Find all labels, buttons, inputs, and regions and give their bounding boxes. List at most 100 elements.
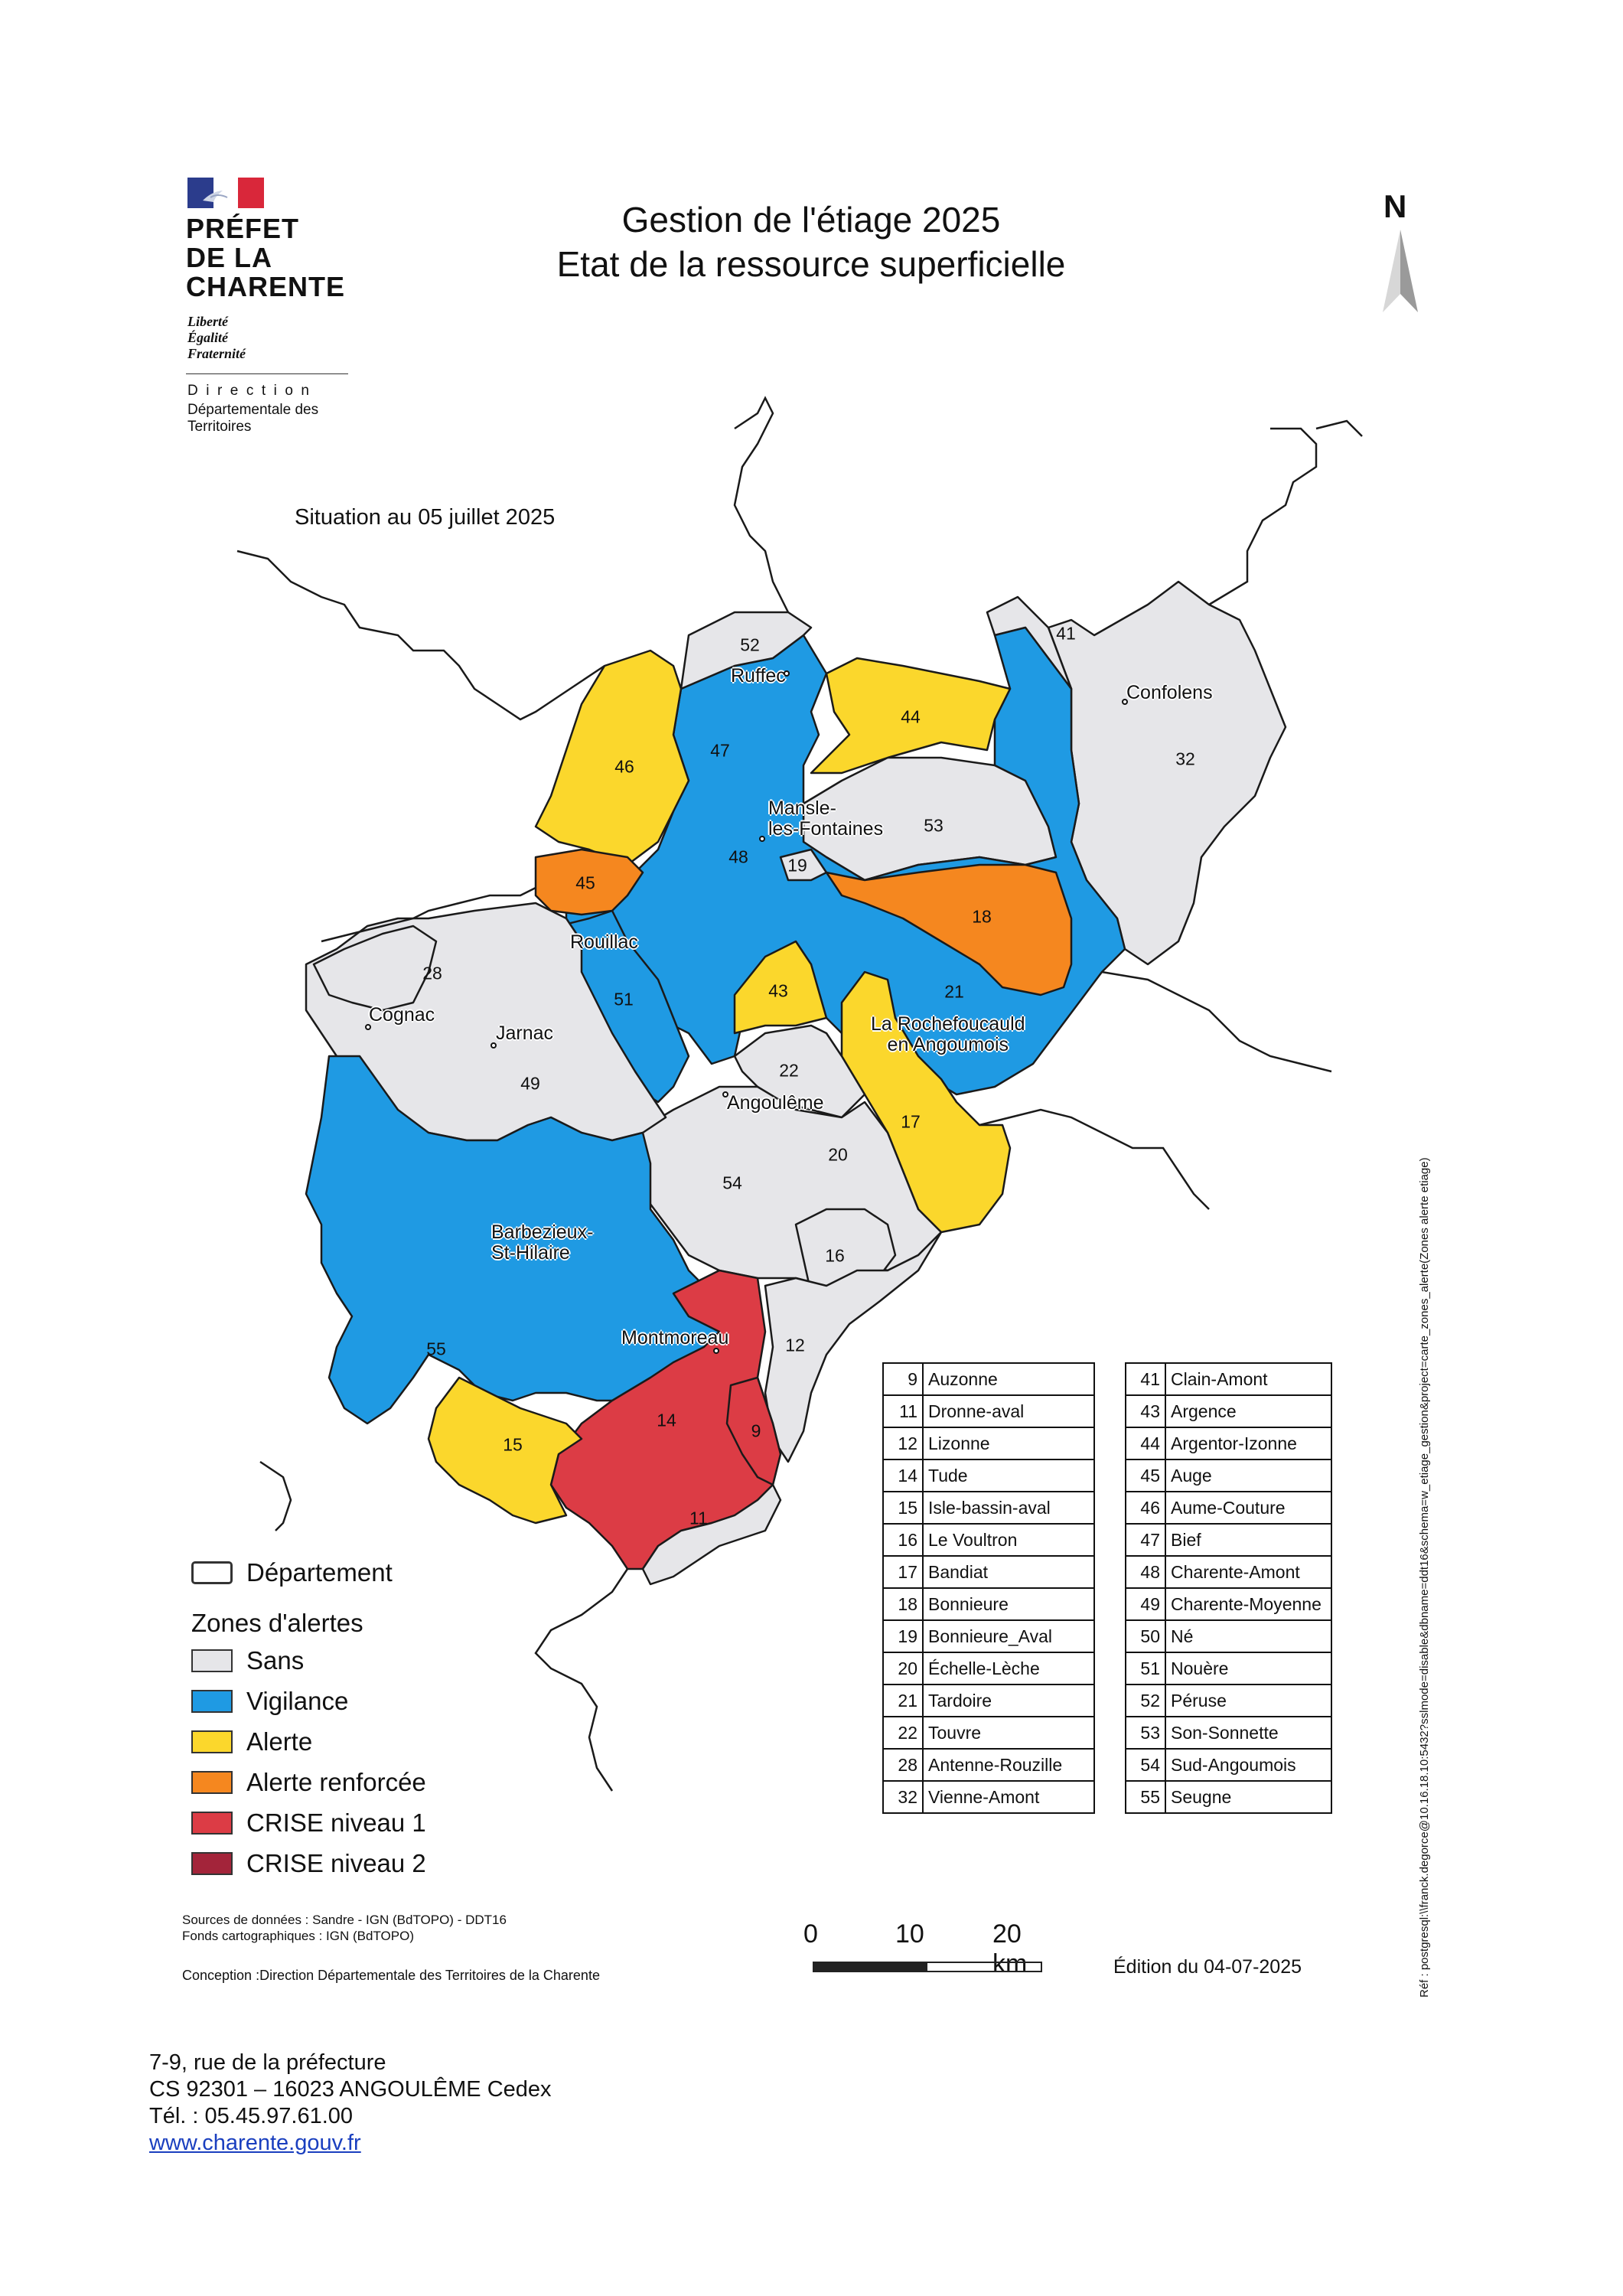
zone-row-number: 16	[882, 1523, 924, 1557]
zone-row-number: 53	[1125, 1716, 1166, 1750]
zone-row-number: 19	[882, 1619, 924, 1653]
zone-number: 11	[689, 1508, 708, 1528]
zone-number: 46	[614, 756, 634, 777]
zone-44	[810, 657, 1012, 775]
prefet-name: PRÉFET DE LA CHARENTE	[186, 213, 346, 302]
zone-number: 54	[722, 1172, 742, 1193]
scale-label: 20 km	[992, 1919, 1028, 1978]
zone-row-number: 44	[1125, 1427, 1166, 1460]
sources: Sources de données : Sandre - IGN (BdTOP…	[182, 1912, 507, 1944]
city-marker	[722, 1091, 728, 1097]
zone-row-name: Son-Sonnette	[1165, 1716, 1332, 1750]
legend-label: Sans	[246, 1646, 305, 1675]
zone-row-name: Le Voultron	[922, 1523, 1095, 1557]
zone-number: 51	[614, 989, 634, 1009]
zone-row-name: Bonnieure	[922, 1587, 1095, 1621]
legend-item: CRISE niveau 2	[191, 1848, 426, 1879]
conception: Conception :Direction Départementale des…	[182, 1968, 600, 1983]
zone-row: 49 Charente-Moyenne	[1125, 1587, 1332, 1621]
zone-number: 43	[768, 980, 788, 1001]
zone-row-number: 41	[1125, 1362, 1166, 1396]
zone-row-name: Argence	[1165, 1394, 1332, 1428]
zone-row: 48 Charente-Amont	[1125, 1555, 1332, 1589]
zone-row: 52 Péruse	[1125, 1684, 1332, 1717]
zone-number: 48	[728, 846, 748, 867]
zone-row-number: 52	[1125, 1684, 1166, 1717]
city-marker	[365, 1024, 371, 1030]
legend-label: Alerte	[246, 1727, 313, 1756]
city-label: Barbezieux- St-Hilaire	[491, 1221, 594, 1264]
direction-subtitle: Départementale des Territoires	[187, 402, 319, 435]
zone-28	[312, 925, 438, 1012]
zone-row: 21 Tardoire	[882, 1684, 1095, 1717]
zone-row: 19 Bonnieure_Aval	[882, 1619, 1095, 1653]
zone-number: 44	[901, 706, 921, 727]
city-label: Ruffec	[731, 665, 786, 687]
website-link[interactable]: www.charente.gouv.fr	[149, 2131, 361, 2155]
zone-row: 11 Dronne-aval	[882, 1394, 1095, 1428]
zone-row-number: 22	[882, 1716, 924, 1750]
zone-row-name: Sud-Angoumois	[1165, 1748, 1332, 1782]
zone-row-number: 18	[882, 1587, 924, 1621]
zone-row: 47 Bief	[1125, 1523, 1332, 1557]
address-line: CS 92301 – 16023 ANGOULÊME Cedex	[149, 2077, 552, 2102]
scale-labels: 0 10 20 km	[803, 1919, 1056, 1978]
zone-number: 49	[520, 1073, 540, 1094]
zone-row-number: 51	[1125, 1652, 1166, 1685]
zone-row-number: 9	[882, 1362, 924, 1396]
zone-row-name: Isle-bassin-aval	[922, 1491, 1095, 1525]
legend-swatch	[191, 1812, 233, 1835]
zone-number: 45	[575, 872, 595, 893]
legend-swatch	[191, 1730, 233, 1753]
zone-number: 52	[740, 634, 760, 655]
logo-divider	[186, 373, 348, 374]
zone-row: 51 Nouère	[1125, 1652, 1332, 1685]
city-label: Montmoreau	[621, 1327, 729, 1349]
zone-row: 15 Isle-bassin-aval	[882, 1491, 1095, 1525]
zone-row-number: 11	[882, 1394, 924, 1428]
city-marker	[784, 670, 790, 677]
zone-row: 32 Vienne-Amont	[882, 1780, 1095, 1814]
legend-item: CRISE niveau 1	[191, 1808, 426, 1838]
zone-18	[825, 863, 1073, 996]
zone-row-name: Vienne-Amont	[922, 1780, 1095, 1814]
situation-date: Situation au 05 juillet 2025	[295, 505, 556, 530]
zone-45	[534, 848, 644, 916]
zone-number: 18	[972, 906, 992, 927]
zone-number: 28	[422, 963, 442, 983]
city-label: Rouillac	[570, 931, 638, 953]
zone-row: 46 Aume-Couture	[1125, 1491, 1332, 1525]
zone-row-name: Nouère	[1165, 1652, 1332, 1685]
zone-46	[534, 649, 690, 866]
zone-row-name: Dronne-aval	[922, 1394, 1095, 1428]
zone-43	[733, 940, 828, 1035]
city-label: Mansle- les-Fontaines	[768, 797, 884, 840]
zone-row-number: 12	[882, 1427, 924, 1460]
legend-zones-title: Zones d'alertes	[191, 1609, 363, 1637]
zone-row-number: 32	[882, 1780, 924, 1814]
zone-row-name: Bandiat	[922, 1555, 1095, 1589]
zone-row-name: Argentor-Izonne	[1165, 1427, 1332, 1460]
city-marker	[759, 836, 765, 842]
marianne-logo	[187, 178, 264, 208]
zone-row: 50 Né	[1125, 1619, 1332, 1653]
city-label: Cognac	[369, 1004, 435, 1026]
zone-row-name: Charente-Moyenne	[1165, 1587, 1332, 1621]
zone-number: 53	[924, 815, 943, 836]
city-label: Confolens	[1126, 682, 1213, 703]
legend-label: Département	[246, 1558, 393, 1587]
legend-item: Alerte	[191, 1727, 312, 1757]
zone-row-name: Tude	[922, 1459, 1095, 1492]
zone-row-name: Clain-Amont	[1165, 1362, 1332, 1396]
zone-number: 20	[828, 1144, 848, 1165]
zone-19	[779, 848, 828, 882]
map-title-line1: Gestion de l'étiage 2025	[621, 200, 1001, 240]
direction-label: Direction	[187, 383, 318, 399]
zone-11	[641, 1483, 782, 1586]
zone-row-name: Échelle-Lèche	[922, 1652, 1095, 1685]
zone-row-number: 54	[1125, 1748, 1166, 1782]
legend-swatch	[191, 1852, 233, 1875]
legend-label: CRISE niveau 2	[246, 1849, 426, 1877]
zone-number: 47	[710, 740, 730, 761]
legend-item: Alerte renforcée	[191, 1767, 426, 1798]
